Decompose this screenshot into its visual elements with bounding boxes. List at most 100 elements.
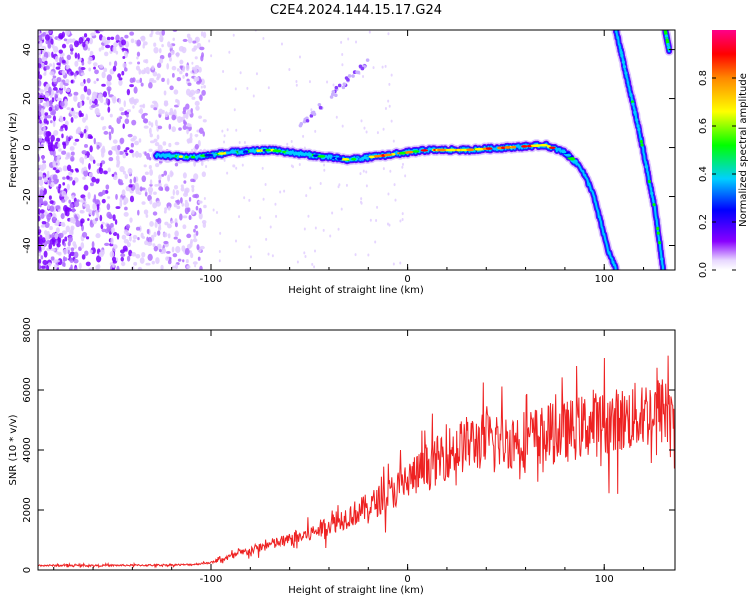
noise-dot <box>121 47 127 51</box>
noise-dot <box>162 232 168 238</box>
noise-dot <box>124 50 129 58</box>
noise-dot <box>75 111 79 115</box>
trace-hotspot <box>637 127 641 132</box>
noise-dot <box>286 142 289 146</box>
noise-dot <box>112 231 118 236</box>
noise-dot <box>188 214 192 221</box>
noise-dot <box>99 97 104 104</box>
noise-dot <box>39 40 43 46</box>
trace-hotspot <box>184 155 189 159</box>
noise-dot <box>89 249 93 254</box>
noise-dot <box>38 176 43 181</box>
noise-dot <box>101 71 106 79</box>
noise-dot <box>179 197 183 204</box>
noise-dot <box>164 100 168 107</box>
noise-dot <box>80 242 85 249</box>
noise-dot <box>126 242 131 248</box>
noise-dot <box>146 152 151 160</box>
noise-dot <box>185 112 189 120</box>
noise-dot <box>173 184 179 190</box>
noise-dot <box>390 73 393 77</box>
noise-dot <box>47 139 51 145</box>
trace-hotspot <box>312 154 319 158</box>
noise-dot <box>112 214 116 221</box>
noise-dot <box>56 97 62 101</box>
noise-dot <box>163 90 167 96</box>
noise-dot <box>178 127 182 131</box>
noise-dot <box>365 130 368 134</box>
noise-dot <box>132 105 135 109</box>
noise-dot <box>104 51 109 57</box>
noise-dot <box>181 202 184 207</box>
noise-dot <box>112 45 117 54</box>
noise-dot <box>38 197 44 204</box>
noise-dot <box>384 106 387 110</box>
noise-dot <box>174 231 179 237</box>
noise-dot <box>271 254 274 258</box>
trace-hotspot <box>204 154 210 157</box>
noise-dot <box>118 79 123 86</box>
noise-dot <box>226 171 229 175</box>
noise-dot <box>83 85 88 93</box>
spectrogram-y-tick-label: 0 <box>22 144 33 150</box>
noise-dot <box>232 33 235 37</box>
noise-dot <box>388 104 391 108</box>
noise-dot <box>131 119 137 126</box>
noise-dot <box>198 200 203 204</box>
noise-dot <box>375 218 378 222</box>
noise-dot <box>66 175 70 180</box>
noise-dot <box>159 35 164 43</box>
noise-dot <box>101 145 106 153</box>
noise-dot <box>57 251 62 256</box>
streak-dot <box>329 95 334 99</box>
noise-dot <box>189 89 196 96</box>
noise-dot <box>70 117 74 123</box>
noise-dot <box>182 124 187 131</box>
noise-dot <box>313 265 316 269</box>
noise-dot <box>98 167 102 172</box>
noise-dot <box>89 219 93 225</box>
noise-dot <box>201 171 207 178</box>
noise-dot <box>143 125 149 129</box>
noise-dot <box>78 66 81 74</box>
noise-dot <box>340 207 343 211</box>
noise-dot <box>77 53 80 60</box>
noise-dot <box>85 261 91 267</box>
streak-dot <box>346 77 350 82</box>
noise-dot <box>39 119 42 124</box>
noise-dot <box>189 241 193 248</box>
noise-dot <box>355 40 358 44</box>
noise-dot <box>118 182 124 186</box>
noise-dot <box>60 213 65 220</box>
noise-dot <box>202 31 207 39</box>
noise-dot <box>132 239 136 243</box>
noise-dot <box>41 220 47 225</box>
noise-dot <box>42 200 48 207</box>
noise-dot <box>323 163 326 167</box>
noise-dot <box>93 66 96 70</box>
trace-hotspot <box>243 150 249 153</box>
noise-dot <box>70 71 74 76</box>
noise-dot <box>68 199 72 204</box>
noise-dot <box>55 227 60 234</box>
noise-dot <box>170 50 175 56</box>
noise-dot <box>88 154 93 161</box>
trace-hotspot <box>629 93 633 97</box>
noise-dot <box>191 61 194 65</box>
noise-dot <box>143 209 149 215</box>
noise-dot <box>341 63 344 67</box>
noise-dot <box>69 146 75 151</box>
noise-dot <box>145 262 151 266</box>
noise-dot <box>70 51 74 55</box>
noise-dot <box>62 142 67 150</box>
noise-dot <box>80 218 85 224</box>
noise-dot <box>184 247 190 256</box>
noise-dot <box>81 61 85 66</box>
noise-dot <box>104 242 110 247</box>
noise-dot <box>44 86 48 93</box>
noise-dot <box>71 195 75 200</box>
noise-dot <box>66 164 72 172</box>
noise-dot <box>145 213 149 218</box>
noise-dot <box>191 209 195 215</box>
trace-hotspot <box>238 150 244 154</box>
